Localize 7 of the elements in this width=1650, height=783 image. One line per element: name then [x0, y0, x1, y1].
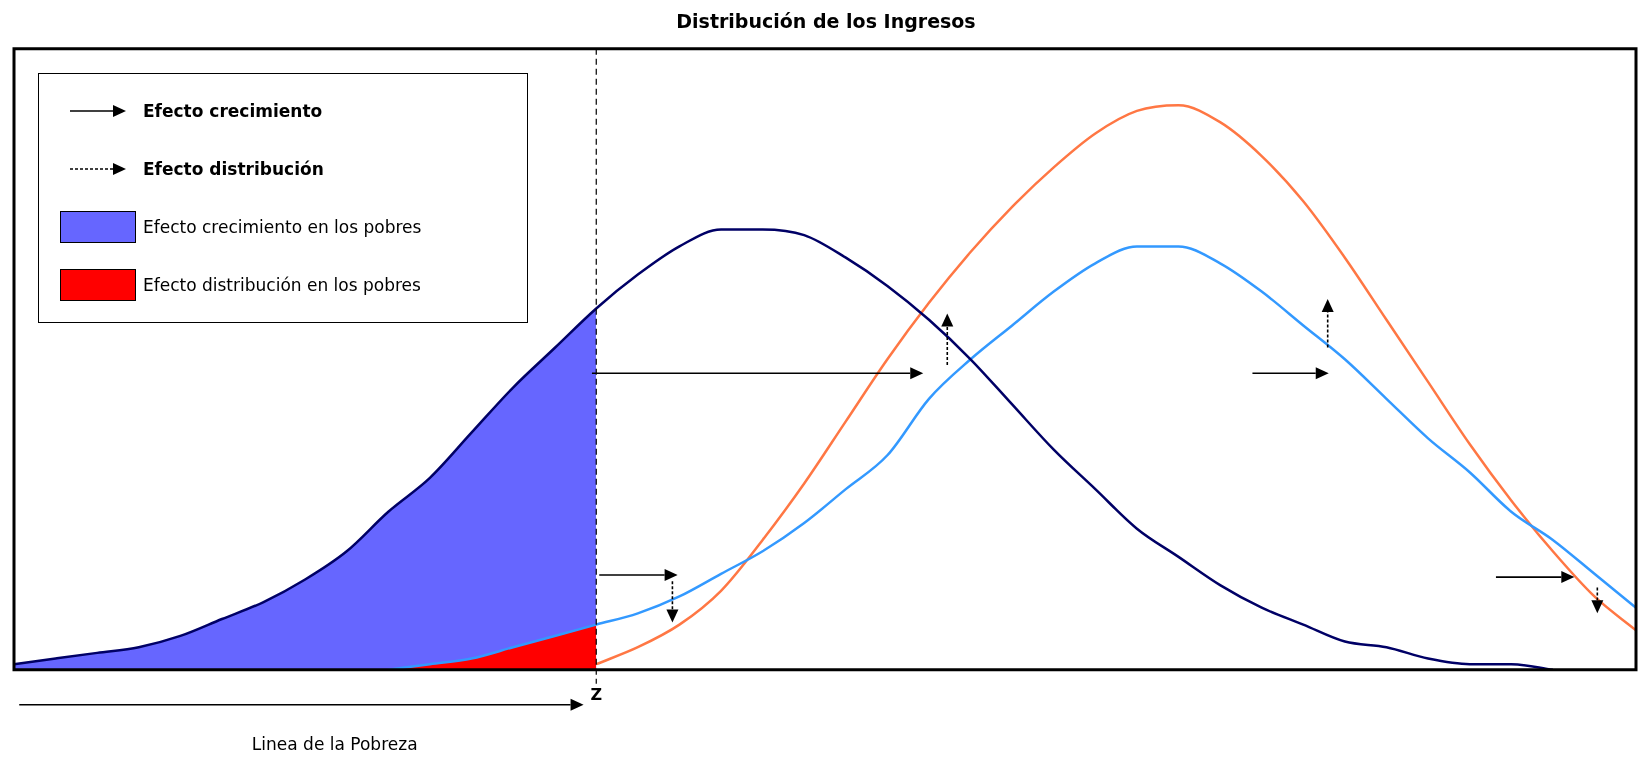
- text: Linea de la Pobreza: [251, 733, 418, 754]
- legend-label: Efecto distribución en los pobres: [143, 274, 421, 295]
- annotation: Efecto crecimiento: [143, 100, 323, 121]
- chart-title: Distribución de los Ingresos: [676, 10, 976, 33]
- legend-label: Efecto crecimiento en los pobres: [143, 216, 422, 237]
- text: Z: [590, 684, 603, 704]
- annotation: Efecto distribución: [143, 158, 324, 179]
